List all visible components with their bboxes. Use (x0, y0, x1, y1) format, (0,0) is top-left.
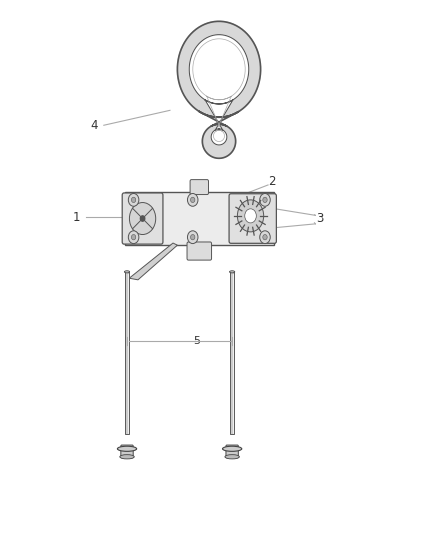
Bar (230, 272, 234, 434)
Ellipse shape (124, 271, 130, 273)
Circle shape (260, 231, 270, 244)
Circle shape (187, 231, 198, 244)
Circle shape (237, 200, 264, 232)
FancyBboxPatch shape (121, 445, 133, 458)
Text: 3: 3 (316, 212, 323, 225)
Bar (125, 272, 129, 434)
Ellipse shape (223, 446, 242, 451)
Text: 1: 1 (73, 211, 81, 224)
Circle shape (128, 231, 139, 244)
FancyBboxPatch shape (190, 180, 208, 195)
FancyBboxPatch shape (226, 445, 238, 458)
Circle shape (187, 193, 198, 206)
Bar (125, 192, 274, 245)
Ellipse shape (120, 455, 134, 459)
FancyBboxPatch shape (122, 193, 163, 244)
Text: 2: 2 (268, 175, 276, 188)
Circle shape (263, 197, 267, 203)
Ellipse shape (230, 271, 235, 273)
Circle shape (263, 235, 267, 240)
Circle shape (245, 209, 256, 223)
FancyBboxPatch shape (229, 194, 276, 243)
Text: 5: 5 (194, 336, 201, 346)
FancyBboxPatch shape (187, 242, 212, 260)
Polygon shape (129, 243, 177, 280)
Circle shape (140, 216, 145, 221)
Circle shape (131, 197, 136, 203)
Circle shape (130, 203, 156, 235)
Text: 4: 4 (90, 119, 98, 132)
Polygon shape (177, 21, 261, 158)
Circle shape (191, 197, 195, 203)
Circle shape (128, 193, 139, 206)
Ellipse shape (117, 446, 137, 451)
Circle shape (191, 235, 195, 240)
Circle shape (131, 235, 136, 240)
Circle shape (260, 193, 270, 206)
Ellipse shape (225, 455, 239, 459)
Polygon shape (189, 35, 249, 145)
